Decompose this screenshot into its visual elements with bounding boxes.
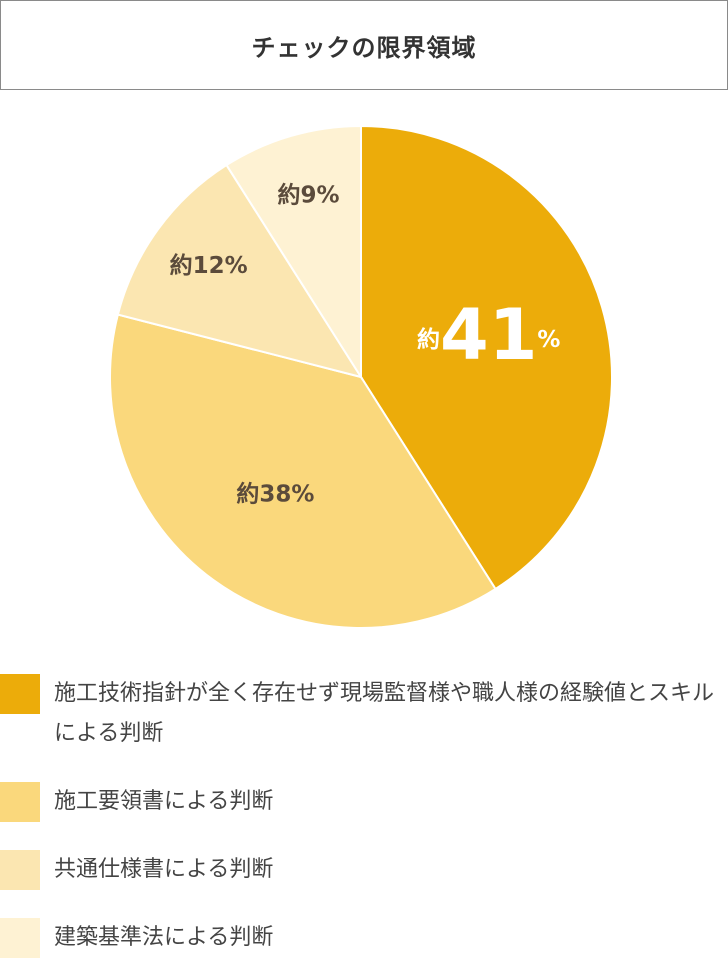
legend-item: 共通仕様書による判断 <box>0 850 728 890</box>
label-part: % <box>537 326 560 352</box>
legend: 施工技術指針が全く存在せず現場監督様や職人様の経験値とスキルによる判断施工要領書… <box>0 674 728 958</box>
legend-item: 施工技術指針が全く存在せず現場監督様や職人様の経験値とスキルによる判断 <box>0 674 728 754</box>
value-label: 約12% <box>170 252 248 279</box>
value-label: 約41% <box>417 294 560 376</box>
legend-label: 共通仕様書による判断 <box>54 857 274 882</box>
title-box: チェックの限界領域 <box>0 0 728 90</box>
legend-swatch <box>0 782 40 822</box>
pie-slice <box>360 124 613 591</box>
legend-item: 建築基準法による判断 <box>0 918 728 958</box>
value-label: 約38% <box>236 480 314 507</box>
pie-slice <box>109 313 497 629</box>
legend-swatch <box>0 850 40 890</box>
legend-label: 施工要領書による判断 <box>54 789 274 814</box>
pie-slice <box>116 163 364 379</box>
legend-label: 施工技術指針が全く存在せず現場監督様や職人様の経験値とスキルによる判断 <box>54 681 715 746</box>
label-part: 約 <box>417 325 440 352</box>
label-part: 41 <box>440 294 537 376</box>
legend-label: 建築基準法による判断 <box>54 925 274 950</box>
value-label: 約9% <box>277 182 339 209</box>
legend-swatch <box>0 674 40 714</box>
legend-item: 施工要領書による判断 <box>0 782 728 822</box>
pie-chart: 約41% 約38% 約12% 約9% <box>109 124 613 629</box>
pie-slice <box>225 124 362 381</box>
legend-swatch <box>0 918 40 958</box>
chart-title: チェックの限界領域 <box>251 33 477 62</box>
